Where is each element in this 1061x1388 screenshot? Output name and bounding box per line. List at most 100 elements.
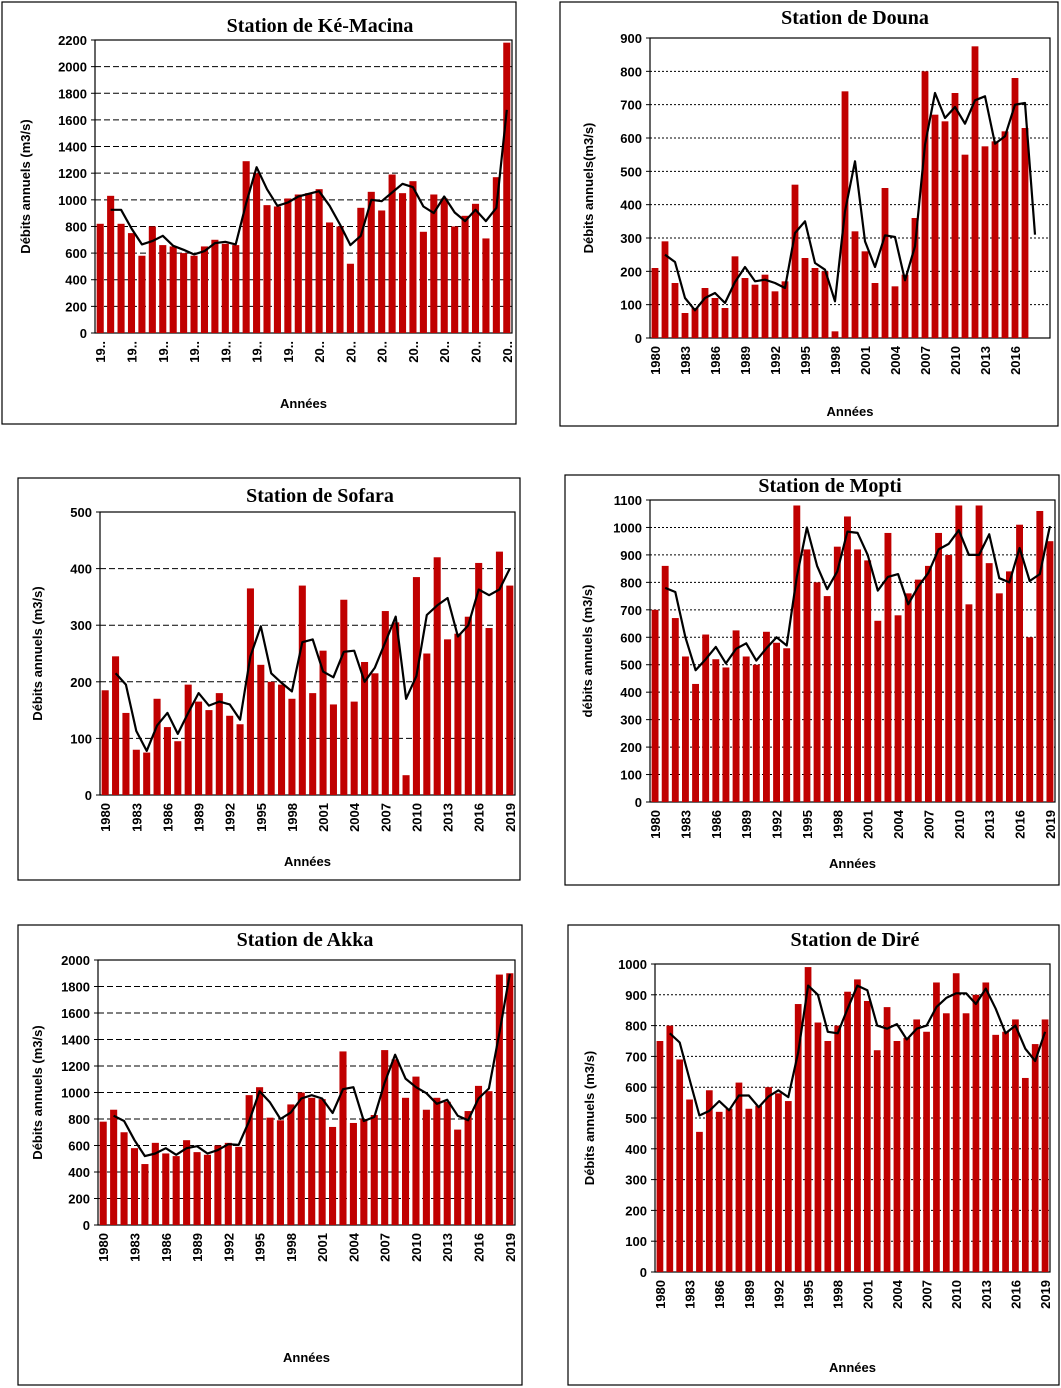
x-tick-label: 1995 [253,1233,268,1262]
bar [132,749,140,795]
bar [691,308,699,338]
y-axis-label: Débits annuels (m3/s) [582,1051,597,1185]
bar [412,577,420,795]
bar [257,664,265,795]
y-tick-label: 1100 [614,493,642,508]
bar [661,565,669,802]
bar [923,1031,930,1272]
panel-frame [559,1,1059,427]
bar [378,210,386,333]
bar [681,656,689,802]
x-tick-label: 19.. [218,341,233,363]
x-tick-label: 1989 [739,810,754,839]
bar [423,653,431,795]
panel-frame [567,924,1060,1386]
panel-frame [564,474,1060,886]
y-tick-label: 400 [68,1165,90,1180]
y-tick-label: 1200 [61,1059,90,1074]
x-tick-label: 19.. [250,341,265,363]
bar [1011,78,1019,338]
bar [180,253,188,333]
bar [246,588,254,795]
bar [791,184,799,338]
bar [482,238,490,333]
bar [267,681,275,795]
bar [881,188,889,338]
x-tick-label: 1992 [771,1280,786,1309]
bar [935,532,943,802]
bar [169,246,177,333]
bar [1012,1019,1019,1272]
y-tick-label: 600 [620,630,642,645]
y-tick-label: 700 [620,98,642,113]
bar [793,505,801,802]
x-tick-label: 20.. [375,341,390,363]
bar [211,239,219,333]
x-tick-label: 2004 [347,802,362,832]
bar [163,727,171,795]
bar [318,1099,326,1225]
bar [721,308,729,338]
bar [443,1101,451,1225]
bar [195,701,203,795]
bar [861,251,869,338]
bar [319,650,327,795]
bar [143,752,151,795]
bar [981,146,989,338]
bar [883,1007,891,1272]
panel-frame [1,1,517,425]
bar [273,206,281,333]
bar [381,1050,389,1225]
x-tick-label: 1986 [160,803,175,832]
bar [924,565,932,802]
bar [794,1004,802,1272]
y-tick-label: 300 [70,618,92,633]
y-tick-label: 900 [620,31,642,46]
x-tick-label: 1986 [709,810,724,839]
bar [965,604,973,802]
bar [309,693,317,795]
y-tick-label: 1200 [58,166,87,181]
y-tick-label: 500 [620,164,642,179]
bar [278,684,286,795]
bar [1036,510,1044,802]
y-tick-label: 500 [620,658,642,673]
bar [184,684,192,795]
y-tick-label: 200 [68,1192,90,1207]
bar [360,1119,368,1225]
x-tick-label: 1983 [127,1233,142,1262]
bar [412,1076,420,1225]
y-tick-label: 200 [70,675,92,690]
bar [357,207,365,333]
bar [891,286,899,338]
bar [1001,131,1009,338]
bar [391,1059,399,1225]
bar [298,585,306,795]
bar [801,258,809,338]
bar [117,223,125,333]
bar [732,630,740,802]
y-tick-label: 0 [83,1218,90,1233]
bar [762,631,770,802]
bar [305,193,313,333]
bar [873,1050,881,1272]
y-tick-label: 1000 [58,193,87,208]
x-tick-label: 1986 [712,1280,727,1309]
x-tick-label: 1998 [284,1233,299,1262]
x-tick-label: 1989 [192,803,207,832]
bar [506,585,514,795]
bar [350,701,358,795]
bar [972,994,980,1272]
x-tick-label: 2019 [503,1233,518,1262]
bar [913,1019,921,1272]
x-tick-label: 1989 [190,1233,205,1262]
x-tick-label: 1995 [798,346,813,375]
y-tick-label: 2200 [58,33,87,48]
bar [371,673,379,795]
x-tick-label: 1983 [129,803,144,832]
bar [813,582,821,802]
bar [409,181,417,333]
bar [741,278,749,338]
bar [903,1037,911,1272]
x-tick-label: 20.. [406,341,421,363]
